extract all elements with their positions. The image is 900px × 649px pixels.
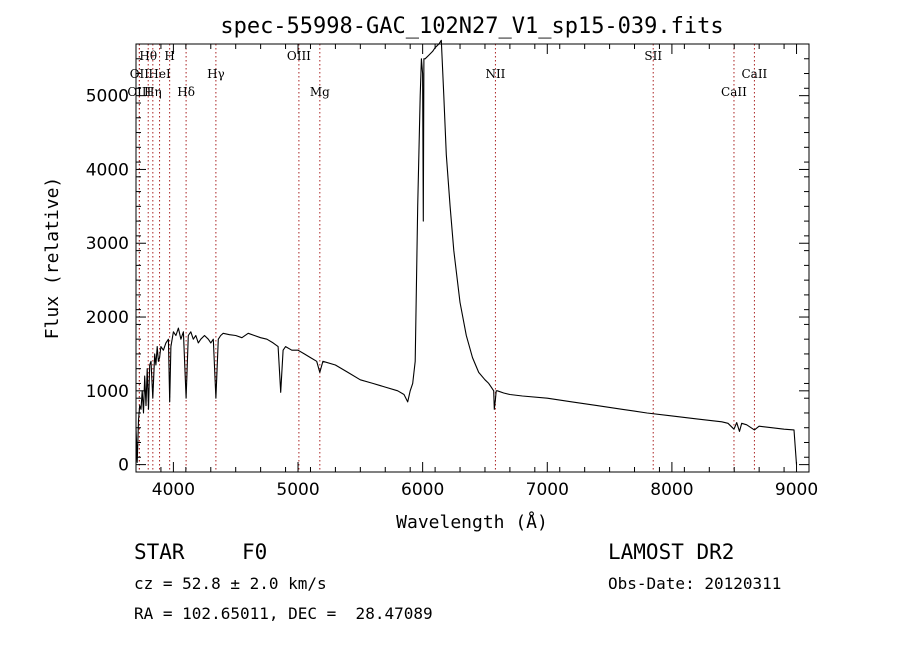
line-marker-label: SII xyxy=(644,49,662,63)
x-tick-label: 5000 xyxy=(276,480,319,500)
object-subclass: F0 xyxy=(242,540,268,564)
object-class: STAR xyxy=(134,540,185,564)
axes: 4000 5000 6000 7000 8000 9000 0 1000 2000 3000 400… xyxy=(86,43,818,500)
line-marker-layer: HθHOIIHeIOIIIHηHδHγOIIIMgNIISIICaIICaII xyxy=(127,44,768,472)
line-marker-label: Hη xyxy=(144,85,162,99)
survey-name: LAMOST DR2 xyxy=(608,540,735,564)
spectrum-layer xyxy=(135,39,798,465)
y-tick-label: 1000 xyxy=(86,382,129,402)
chart-title: spec-55998-GAC_102N27_V1_sp15-039.fits xyxy=(220,14,723,39)
line-marker-label: Hγ xyxy=(207,67,225,81)
line-marker-label: Mg xyxy=(310,85,330,99)
line-marker-label: HeI xyxy=(148,67,171,81)
y-tick-label: 4000 xyxy=(86,160,129,180)
x-tick-label: 9000 xyxy=(775,480,818,500)
redshift-cz: cz = 52.8 ± 2.0 km/s xyxy=(134,574,327,593)
line-marker-label: OIII xyxy=(287,49,311,63)
y-tick-label: 2000 xyxy=(86,308,129,328)
observation-date: Obs-Date: 20120311 xyxy=(608,574,782,593)
y-axis-label: Flux (relative) xyxy=(42,177,63,340)
y-tick-label: 5000 xyxy=(86,87,129,107)
coordinates: RA = 102.65011, DEC = 28.47089 xyxy=(134,604,433,623)
line-marker-label: CaII xyxy=(721,85,747,99)
spectrum-line xyxy=(135,39,798,465)
x-axis-label: Wavelength (Å) xyxy=(396,511,548,533)
y-tick-label: 3000 xyxy=(86,234,129,254)
line-marker-label: H xyxy=(164,49,174,63)
x-tick-label: 6000 xyxy=(401,480,444,500)
x-tick-label: 7000 xyxy=(526,480,569,500)
line-marker-label: Hθ xyxy=(139,49,157,63)
x-tick-label: 8000 xyxy=(650,480,693,500)
x-tick-label: 4000 xyxy=(152,480,195,500)
plot-frame xyxy=(135,43,810,473)
line-marker-label: CaII xyxy=(741,67,767,81)
line-marker-label: Hδ xyxy=(177,85,195,99)
line-marker-label: NII xyxy=(485,67,505,81)
y-tick-label: 0 xyxy=(118,456,129,476)
